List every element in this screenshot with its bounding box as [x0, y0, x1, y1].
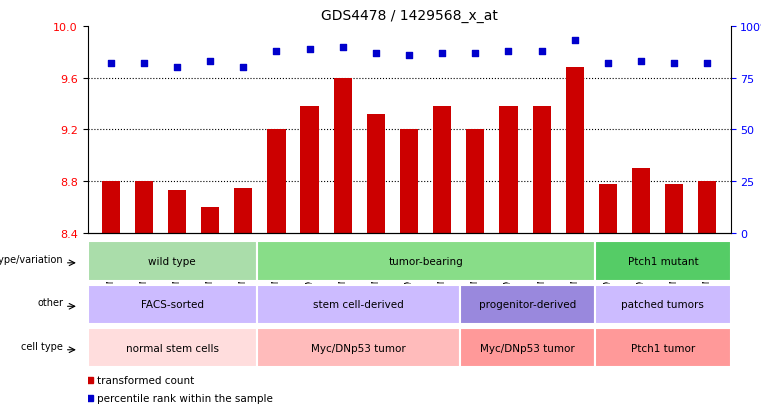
Point [702, 61, 714, 67]
Text: Ptch1 mutant: Ptch1 mutant [628, 256, 698, 266]
Bar [466, 130, 485, 233]
Bar [234, 188, 253, 233]
Bar [565, 68, 584, 233]
Point [403, 52, 416, 59]
Bar [400, 130, 418, 233]
Bar [599, 184, 617, 233]
Bar [533, 107, 551, 233]
Bar [201, 208, 219, 233]
Text: transformed count: transformed count [97, 375, 194, 385]
Point [104, 61, 116, 67]
Point [470, 50, 482, 57]
Bar [367, 114, 385, 233]
Text: patched tumors: patched tumors [622, 299, 705, 310]
Text: Myc/DNp53 tumor: Myc/DNp53 tumor [480, 343, 575, 353]
Point [171, 65, 183, 71]
Point [602, 61, 614, 67]
Text: normal stem cells: normal stem cells [126, 343, 218, 353]
Point [237, 65, 250, 71]
Bar [632, 169, 650, 233]
Point [270, 48, 282, 55]
Point [204, 59, 216, 65]
Text: progenitor-derived: progenitor-derived [479, 299, 576, 310]
Point [668, 61, 680, 67]
Text: FACS-sorted: FACS-sorted [141, 299, 204, 310]
Text: stem cell-derived: stem cell-derived [313, 299, 403, 310]
Bar [267, 130, 285, 233]
Point [138, 61, 150, 67]
Point [370, 50, 382, 57]
Bar [699, 182, 716, 233]
Bar [665, 184, 683, 233]
Text: Myc/DNp53 tumor: Myc/DNp53 tumor [311, 343, 406, 353]
Text: other: other [37, 298, 63, 308]
Point [536, 48, 548, 55]
Title: GDS4478 / 1429568_x_at: GDS4478 / 1429568_x_at [320, 9, 498, 23]
Text: wild type: wild type [148, 256, 196, 266]
Point [568, 38, 581, 45]
Bar [168, 191, 186, 233]
Bar [333, 78, 352, 233]
Point [635, 59, 647, 65]
Bar [135, 182, 153, 233]
Point [336, 44, 349, 51]
Text: Ptch1 tumor: Ptch1 tumor [631, 343, 695, 353]
Text: genotype/variation: genotype/variation [0, 254, 63, 264]
Bar [433, 107, 451, 233]
Bar [301, 107, 319, 233]
Text: cell type: cell type [21, 341, 63, 351]
Point [436, 50, 448, 57]
Bar [499, 107, 517, 233]
Point [502, 48, 514, 55]
Text: tumor-bearing: tumor-bearing [389, 256, 463, 266]
Bar [102, 182, 119, 233]
Text: percentile rank within the sample: percentile rank within the sample [97, 394, 272, 404]
Point [304, 46, 316, 53]
